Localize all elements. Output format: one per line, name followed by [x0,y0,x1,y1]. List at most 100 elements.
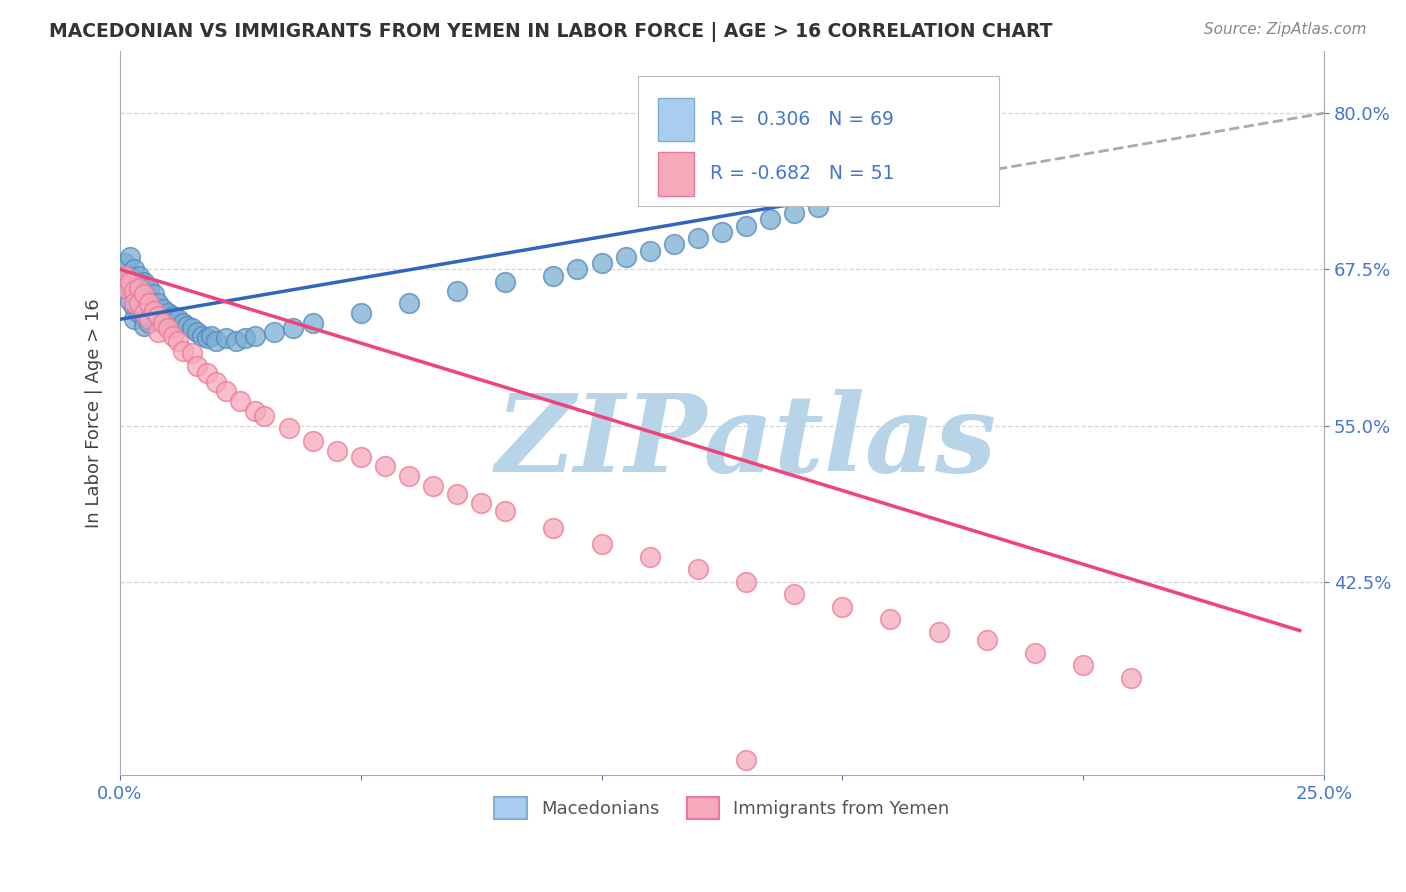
Point [543,521,565,535]
Point [148,296,170,310]
Point [398,296,420,310]
Point [118,275,141,289]
Point [114,256,136,270]
Point [162,321,184,335]
Point [132,306,155,320]
Point [118,293,141,308]
Point [446,487,468,501]
Point [124,312,146,326]
Point [591,256,613,270]
Point [181,321,204,335]
Point [142,300,165,314]
Point [162,328,184,343]
Y-axis label: In Labor Force | Age > 16: In Labor Force | Age > 16 [86,298,103,528]
Legend: Macedonians, Immigrants from Yemen: Macedonians, Immigrants from Yemen [486,789,957,826]
Point [614,250,637,264]
Point [132,296,155,310]
Point [114,268,136,283]
Point [128,306,150,320]
Point [166,334,188,348]
Point [350,450,373,464]
Point [831,599,853,614]
Point [172,316,194,330]
Point [543,268,565,283]
Point [138,303,160,318]
Point [132,318,155,333]
Point [118,250,141,264]
Point [138,293,160,308]
Point [567,262,589,277]
Point [662,237,685,252]
Point [124,300,146,314]
Point [783,206,806,220]
Point [233,331,256,345]
Point [215,384,238,398]
Point [191,328,214,343]
Point [148,309,170,323]
Point [162,309,184,323]
Text: R =  0.306   N = 69: R = 0.306 N = 69 [710,110,894,129]
Point [132,309,155,323]
Point [1121,671,1143,685]
Point [225,334,247,348]
Point [759,212,782,227]
Point [157,306,180,320]
Point [166,312,188,326]
Point [132,284,155,298]
Point [124,296,146,310]
Point [1071,658,1094,673]
Point [118,268,141,283]
Point [114,281,136,295]
Point [494,503,516,517]
Point [114,281,136,295]
FancyBboxPatch shape [638,76,998,206]
Point [186,325,208,339]
Point [142,312,165,326]
Point [807,200,830,214]
Point [205,334,228,348]
Point [470,496,492,510]
Point [142,287,165,301]
Point [686,231,709,245]
Point [148,325,170,339]
Point [1024,646,1046,660]
Point [118,281,141,295]
Point [398,468,420,483]
Point [128,268,150,283]
Point [148,309,170,323]
Point [138,316,160,330]
Point [128,293,150,308]
Point [422,478,444,492]
Point [710,225,733,239]
Point [128,281,150,295]
Point [229,393,252,408]
Point [176,318,198,333]
Point [205,375,228,389]
Point [350,306,373,320]
Point [686,562,709,576]
Point [591,537,613,551]
Point [128,281,150,295]
Point [928,624,950,639]
Point [735,219,758,233]
Point [855,175,877,189]
Point [243,328,266,343]
Point [132,275,155,289]
Point [638,549,661,564]
Point [114,275,136,289]
Text: MACEDONIAN VS IMMIGRANTS FROM YEMEN IN LABOR FORCE | AGE > 16 CORRELATION CHART: MACEDONIAN VS IMMIGRANTS FROM YEMEN IN L… [49,22,1053,42]
Point [879,612,901,626]
Point [142,303,165,318]
Point [181,346,204,360]
Point [124,262,146,277]
Point [783,587,806,601]
FancyBboxPatch shape [658,153,695,195]
Point [325,443,347,458]
Point [215,331,238,345]
Point [374,458,396,473]
Point [157,321,180,335]
Point [263,325,285,339]
Point [152,302,174,317]
Point [301,316,323,330]
Point [195,331,218,345]
